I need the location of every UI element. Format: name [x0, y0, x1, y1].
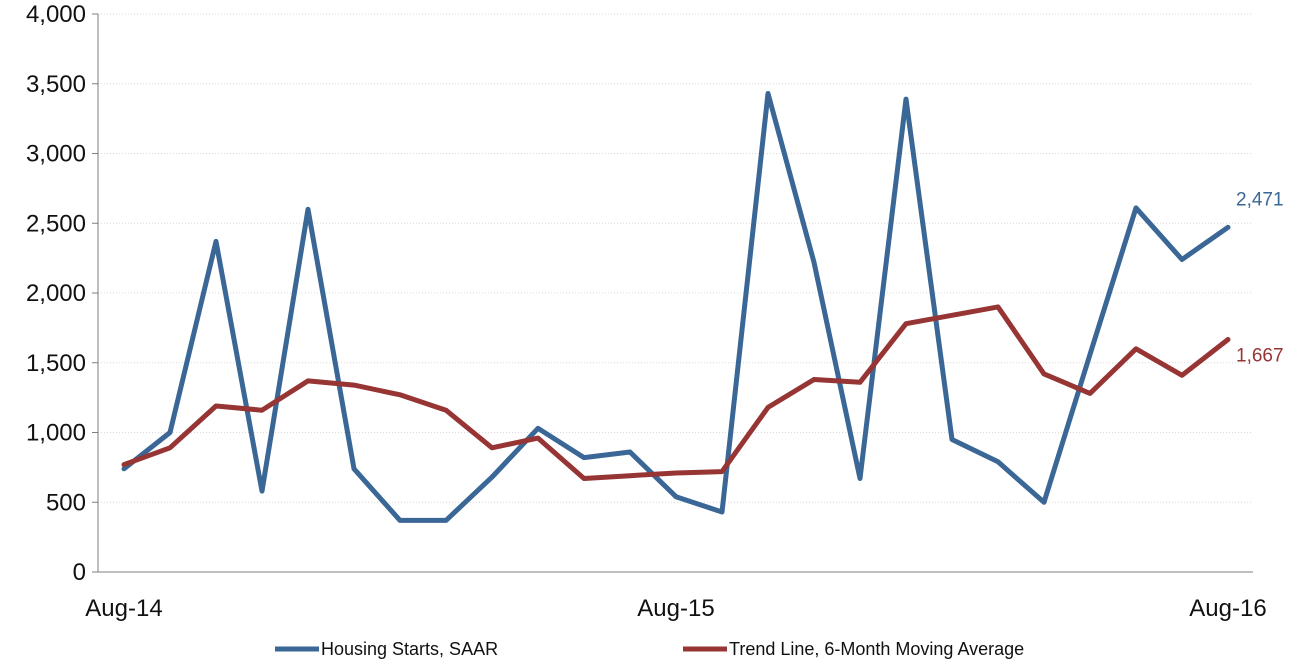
series-line-trend-line: [121, 304, 1231, 481]
y-tick-label: 500: [46, 489, 86, 516]
data-labels: 2,471 1,667: [1236, 189, 1284, 366]
y-tick-label: 0: [73, 559, 86, 586]
series-line-housing-starts: [121, 91, 1231, 523]
y-tick-label: 3,500: [26, 71, 86, 98]
y-tick-label: 1,500: [26, 350, 86, 377]
data-label-last-value: 2,471: [1236, 189, 1284, 210]
legend-entry: Housing Starts, SAAR: [321, 639, 498, 659]
y-tick-label: 1,000: [26, 420, 86, 447]
data-label-last-value: 1,667: [1236, 345, 1284, 366]
legend: Housing Starts, SAAR Trend Line, 6-Month …: [275, 639, 1024, 659]
x-tick-label: Aug-15: [637, 595, 714, 622]
axes: 0 500 1,000 1,500 2,000 2,500 3,000 3,500 4,000 A…: [26, 1, 1267, 622]
y-tick-label: 4,000: [26, 1, 86, 28]
x-tick-label: Aug-14: [85, 595, 162, 622]
y-tick-label: 2,000: [26, 280, 86, 307]
y-tick-label: 3,000: [26, 141, 86, 168]
legend-entry: Trend Line, 6-Month Moving Average: [729, 639, 1024, 659]
series-lines: [121, 91, 1231, 523]
gridlines: [98, 13, 1253, 503]
y-tick-label: 2,500: [26, 210, 86, 237]
x-tick-label: Aug-16: [1189, 595, 1266, 622]
